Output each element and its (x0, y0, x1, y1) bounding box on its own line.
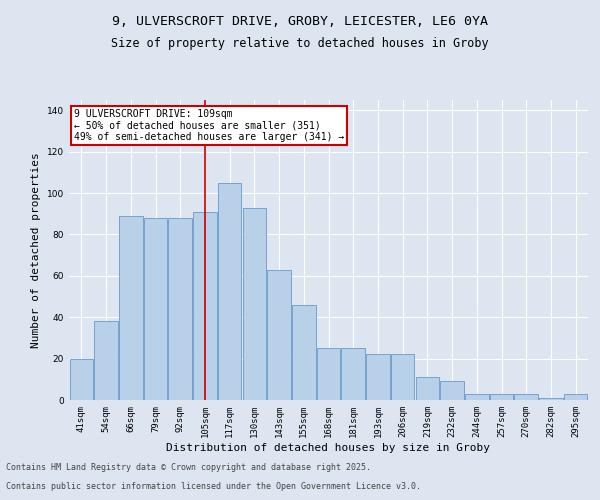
Bar (119, 216, 143, 400)
Bar (218, 183, 241, 400)
Bar (465, 394, 488, 400)
Text: 9 ULVERSCROFT DRIVE: 109sqm
← 50% of detached houses are smaller (351)
49% of se: 9 ULVERSCROFT DRIVE: 109sqm ← 50% of det… (74, 109, 344, 142)
Text: Contains public sector information licensed under the Open Government Licence v3: Contains public sector information licen… (6, 482, 421, 491)
Bar (490, 394, 513, 400)
Bar (144, 218, 167, 400)
Y-axis label: Number of detached properties: Number of detached properties (31, 152, 41, 348)
Bar (539, 398, 563, 400)
Bar (416, 377, 439, 400)
Bar (242, 208, 266, 400)
Bar (440, 382, 464, 400)
Bar (317, 348, 340, 400)
Bar (169, 218, 192, 400)
Bar (391, 354, 415, 400)
Text: Contains HM Land Registry data © Crown copyright and database right 2025.: Contains HM Land Registry data © Crown c… (6, 464, 371, 472)
Bar (94, 322, 118, 400)
Text: Size of property relative to detached houses in Groby: Size of property relative to detached ho… (111, 38, 489, 51)
X-axis label: Distribution of detached houses by size in Groby: Distribution of detached houses by size … (167, 442, 491, 452)
Bar (514, 394, 538, 400)
Bar (366, 354, 389, 400)
Bar (341, 348, 365, 400)
Bar (564, 394, 587, 400)
Bar (70, 358, 93, 400)
Bar (292, 305, 316, 400)
Text: 9, ULVERSCROFT DRIVE, GROBY, LEICESTER, LE6 0YA: 9, ULVERSCROFT DRIVE, GROBY, LEICESTER, … (112, 15, 488, 28)
Bar (193, 212, 217, 400)
Bar (268, 270, 291, 400)
